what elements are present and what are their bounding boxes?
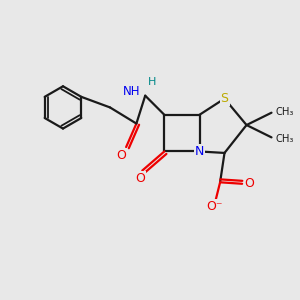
Text: NH: NH: [122, 85, 140, 98]
Text: O: O: [244, 177, 254, 190]
Text: S: S: [220, 92, 229, 105]
Text: H: H: [148, 77, 157, 88]
Text: N: N: [195, 145, 204, 158]
Text: CH₃: CH₃: [275, 134, 293, 143]
Text: CH₃: CH₃: [275, 106, 293, 116]
Text: O: O: [116, 149, 126, 162]
Text: O: O: [135, 172, 145, 185]
Text: O⁻: O⁻: [206, 200, 223, 213]
